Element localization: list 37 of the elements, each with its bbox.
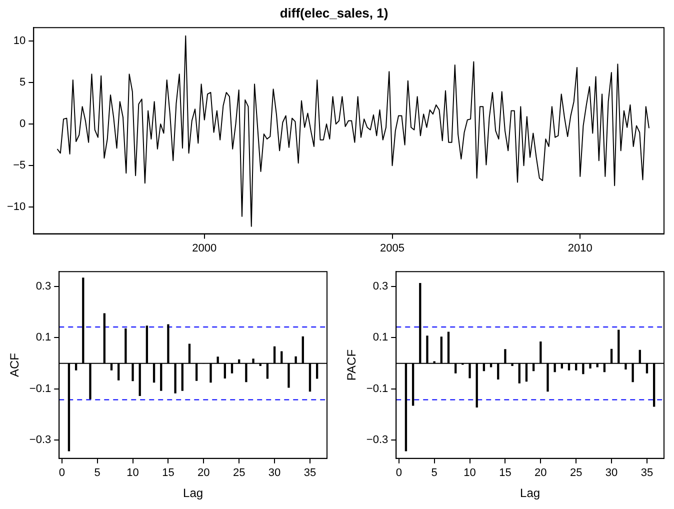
x-tick-label: 35 bbox=[640, 467, 654, 480]
y-axis-title: ACF bbox=[8, 353, 22, 377]
y-tick-label: 0.1 bbox=[36, 332, 52, 344]
y-tick-label: −0.3 bbox=[29, 434, 52, 446]
x-axis-title: Lag bbox=[183, 486, 204, 500]
y-axis-title: PACF bbox=[344, 349, 359, 381]
x-tick-label: 10 bbox=[464, 467, 476, 480]
x-tick-label: 25 bbox=[570, 467, 582, 480]
x-tick-label: 10 bbox=[126, 467, 139, 480]
y-tick-label: 0.1 bbox=[372, 332, 388, 344]
x-tick-label: 2010 bbox=[568, 242, 592, 254]
x-tick-label: 30 bbox=[605, 467, 618, 480]
x-tick-label: 2005 bbox=[380, 242, 405, 254]
y-tick-label: −10 bbox=[6, 201, 26, 214]
y-tick-label: 0.3 bbox=[36, 280, 52, 292]
chart-title: diff(elec_sales, 1) bbox=[280, 5, 388, 20]
y-tick-label: 0.3 bbox=[372, 280, 388, 292]
x-tick-label: 35 bbox=[304, 467, 316, 480]
x-tick-label: 15 bbox=[162, 467, 174, 480]
y-tick-label: −5 bbox=[13, 160, 26, 172]
x-tick-label: 20 bbox=[198, 467, 210, 480]
x-tick-label: 20 bbox=[534, 467, 547, 480]
y-tick-label: 0 bbox=[20, 118, 26, 130]
x-tick-label: 0 bbox=[396, 467, 402, 480]
x-tick-label: 5 bbox=[94, 467, 100, 480]
x-tick-label: 5 bbox=[431, 467, 438, 480]
x-axis-title: Lag bbox=[520, 486, 540, 500]
x-tick-label: 0 bbox=[58, 467, 65, 480]
y-tick-label: 5 bbox=[20, 76, 26, 89]
y-tick-label: 10 bbox=[13, 34, 26, 47]
y-tick-label: −0.3 bbox=[366, 434, 388, 446]
y-tick-label: −0.1 bbox=[29, 382, 52, 395]
x-tick-label: 30 bbox=[268, 467, 281, 480]
x-tick-label: 25 bbox=[232, 467, 246, 480]
x-tick-label: 15 bbox=[499, 467, 512, 480]
y-tick-label: −0.1 bbox=[366, 382, 388, 395]
x-tick-label: 2000 bbox=[192, 242, 217, 254]
